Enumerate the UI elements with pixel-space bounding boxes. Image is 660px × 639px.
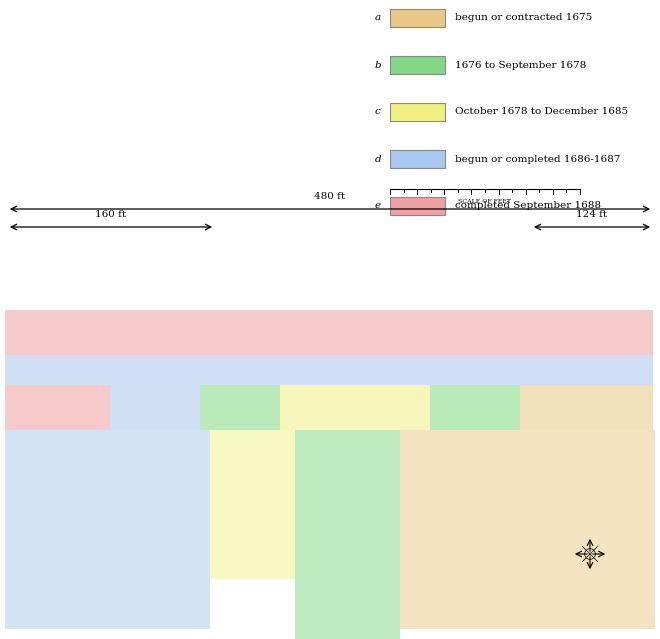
Text: b: b [375, 61, 381, 70]
Bar [390, 56, 445, 74]
Bar [5, 355, 653, 385]
Text: 160 ft: 160 ft [96, 210, 127, 219]
Text: completed September 1688: completed September 1688 [455, 201, 601, 210]
Bar [5, 310, 653, 355]
Bar [295, 430, 400, 639]
Text: October 1678 to December 1685: October 1678 to December 1685 [455, 107, 628, 116]
Bar [200, 385, 280, 430]
Bar [390, 103, 445, 121]
Bar [430, 385, 520, 430]
Bar [5, 385, 110, 430]
Text: SCALE OF FEET: SCALE OF FEET [459, 199, 512, 204]
Bar [390, 150, 445, 168]
Text: 124 ft: 124 ft [576, 210, 608, 219]
Bar [520, 385, 653, 430]
Text: 1676 to September 1678: 1676 to September 1678 [455, 61, 586, 70]
Bar [390, 9, 445, 27]
Bar [390, 197, 445, 215]
Text: 480 ft: 480 ft [314, 192, 346, 201]
Bar [280, 385, 430, 430]
Bar [400, 430, 655, 629]
Text: a: a [375, 13, 381, 22]
Bar [5, 430, 210, 629]
Text: d: d [375, 155, 381, 164]
Text: c: c [375, 107, 381, 116]
Text: e: e [375, 201, 381, 210]
Bar [110, 385, 200, 430]
Text: begun or contracted 1675: begun or contracted 1675 [455, 13, 592, 22]
Text: begun or completed 1686-1687: begun or completed 1686-1687 [455, 155, 620, 164]
Bar [210, 430, 295, 579]
